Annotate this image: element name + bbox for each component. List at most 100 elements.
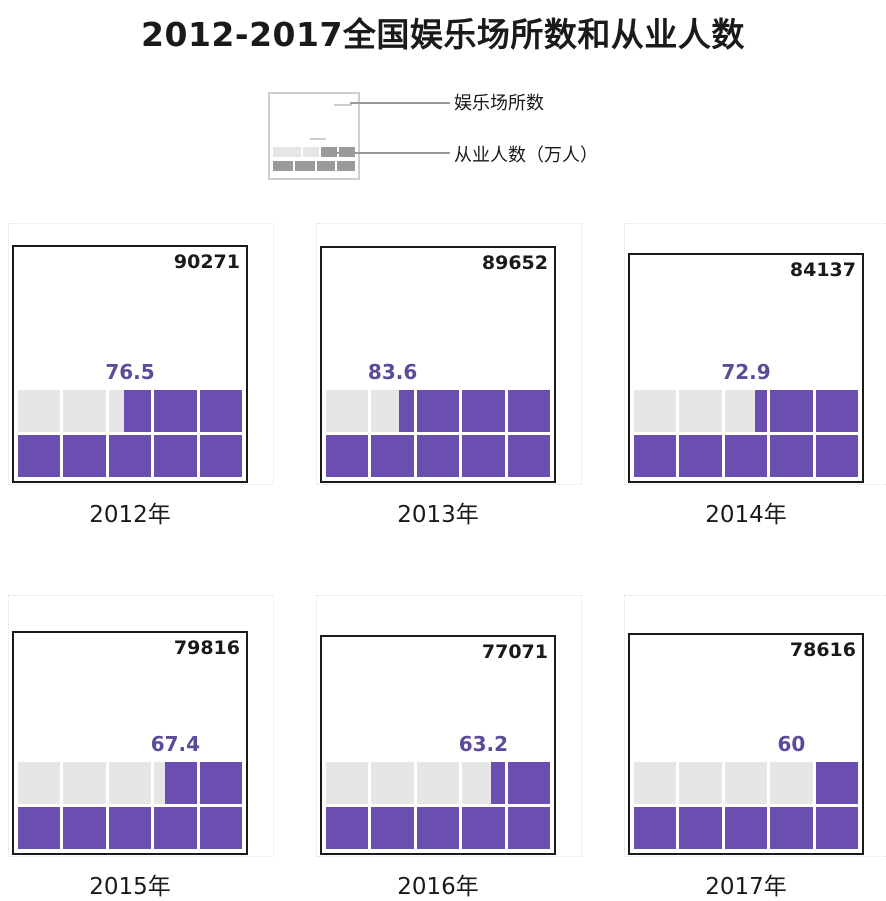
waffle-cell-filled bbox=[63, 435, 106, 477]
legend-cell bbox=[272, 160, 294, 172]
waffle-cell bbox=[108, 762, 152, 804]
waffle-cell-filled bbox=[724, 435, 768, 477]
waffle-cell-filled bbox=[18, 807, 61, 849]
waffle-cell bbox=[63, 762, 106, 804]
waffle-cell bbox=[634, 390, 677, 432]
venue-count-frame: 89652 83.6 bbox=[320, 246, 556, 483]
legend: 娱乐场所数 从业人数（万人） bbox=[268, 86, 688, 196]
venue-count-frame: 79816 67.4 bbox=[12, 631, 248, 855]
waffle-cell-filled bbox=[507, 762, 550, 804]
panel-background bbox=[624, 595, 886, 857]
legend-workers-label: 从业人数（万人） bbox=[454, 145, 598, 166]
legend-venue-marker bbox=[334, 104, 352, 106]
waffle-cell bbox=[770, 762, 813, 804]
year-label: 2016年 bbox=[397, 874, 479, 900]
legend-cell bbox=[316, 160, 336, 172]
legend-venues-label: 娱乐场所数 bbox=[454, 93, 544, 114]
waffle-cell-filled bbox=[199, 390, 242, 432]
year-label: 2017年 bbox=[705, 874, 787, 900]
waffle-cell-filled bbox=[634, 435, 677, 477]
venue-count-label: 89652 bbox=[481, 252, 548, 274]
waffle-cell-filled bbox=[154, 435, 197, 477]
waffle-cell-filled bbox=[770, 390, 813, 432]
waffle-cell-filled bbox=[724, 807, 768, 849]
waffle-cell bbox=[634, 762, 677, 804]
waffle-cell-filled bbox=[199, 807, 242, 849]
panel-background bbox=[316, 595, 582, 857]
waffle-cell bbox=[679, 762, 722, 804]
waffle-cell-filled bbox=[679, 435, 722, 477]
legend-cell bbox=[294, 160, 316, 172]
legend-worker-marker bbox=[310, 138, 326, 140]
waffle-cell-filled bbox=[199, 762, 242, 804]
waffle-cell bbox=[326, 762, 369, 804]
waffle-cell-filled bbox=[679, 807, 722, 849]
year-label: 2012年 bbox=[89, 502, 171, 528]
legend-sample-box bbox=[268, 92, 360, 180]
waffle-cell-filled bbox=[416, 807, 460, 849]
venue-count-frame: 77071 63.2 bbox=[320, 635, 556, 855]
panel-background bbox=[316, 223, 582, 485]
waffle-cell-filled bbox=[326, 807, 369, 849]
legend-worker-leader-line bbox=[328, 152, 450, 154]
waffle-cell-filled bbox=[462, 807, 505, 849]
waffle-cell bbox=[679, 390, 722, 432]
year-label: 2015年 bbox=[89, 874, 171, 900]
waffle-cell bbox=[18, 762, 61, 804]
legend-venue-leader-line bbox=[350, 102, 450, 104]
waffle-cell-filled bbox=[634, 807, 677, 849]
waffle-cell bbox=[18, 390, 61, 432]
waffle-cell bbox=[724, 762, 768, 804]
worker-count-label: 83.6 bbox=[367, 360, 418, 384]
chart-title: 2012-2017全国娱乐场所数和从业人数 bbox=[141, 15, 745, 54]
waffle-cell-filled bbox=[63, 807, 106, 849]
worker-count-label: 67.4 bbox=[150, 732, 201, 756]
waffle-cell-filled bbox=[123, 390, 152, 432]
legend-cell bbox=[272, 146, 302, 158]
venue-count-label: 79816 bbox=[173, 637, 240, 659]
waffle-cell-filled bbox=[371, 807, 414, 849]
waffle-cell-filled bbox=[199, 435, 242, 477]
venue-count-label: 84137 bbox=[789, 259, 856, 281]
waffle-cell-filled bbox=[462, 390, 505, 432]
waffle-cell-filled bbox=[108, 435, 152, 477]
waffle-cell-filled bbox=[770, 807, 813, 849]
venue-count-frame: 78616 60 bbox=[628, 633, 864, 855]
waffle-cell-filled bbox=[815, 807, 858, 849]
waffle-cell-filled bbox=[416, 435, 460, 477]
waffle-cell-filled bbox=[507, 435, 550, 477]
waffle-cell-filled bbox=[326, 435, 369, 477]
waffle-cell-filled bbox=[18, 435, 61, 477]
worker-count-label: 72.9 bbox=[721, 360, 771, 384]
waffle-cell-filled bbox=[154, 807, 197, 849]
waffle-cell-filled bbox=[815, 762, 858, 804]
waffle-cell-filled bbox=[507, 390, 550, 432]
panel-background bbox=[624, 223, 886, 485]
waffle-cell bbox=[63, 390, 106, 432]
waffle-cell bbox=[326, 390, 369, 432]
worker-count-label: 63.2 bbox=[458, 732, 509, 756]
waffle-cell-filled bbox=[770, 435, 813, 477]
panel-background bbox=[8, 595, 274, 857]
waffle-cell-filled bbox=[371, 435, 414, 477]
year-label: 2014年 bbox=[705, 502, 787, 528]
waffle-cell-filled bbox=[108, 807, 152, 849]
year-label: 2013年 bbox=[397, 502, 479, 528]
venue-count-frame: 84137 72.9 bbox=[628, 253, 864, 483]
waffle-cell-filled bbox=[491, 762, 505, 804]
waffle-cell-filled bbox=[398, 390, 414, 432]
venue-count-label: 78616 bbox=[789, 639, 856, 661]
waffle-cell-filled bbox=[815, 435, 858, 477]
waffle-cell-filled bbox=[165, 762, 197, 804]
venue-count-label: 90271 bbox=[173, 251, 240, 273]
panel-background bbox=[8, 223, 274, 485]
waffle-cell bbox=[416, 762, 460, 804]
venue-count-frame: 90271 76.5 bbox=[12, 245, 248, 483]
worker-count-label: 60 bbox=[777, 732, 806, 756]
waffle-cell-filled bbox=[154, 390, 197, 432]
waffle-cell-filled bbox=[462, 435, 505, 477]
waffle-cell bbox=[371, 762, 414, 804]
legend-cell bbox=[336, 160, 356, 172]
waffle-cell-filled bbox=[416, 390, 460, 432]
waffle-cell-filled bbox=[754, 390, 768, 432]
